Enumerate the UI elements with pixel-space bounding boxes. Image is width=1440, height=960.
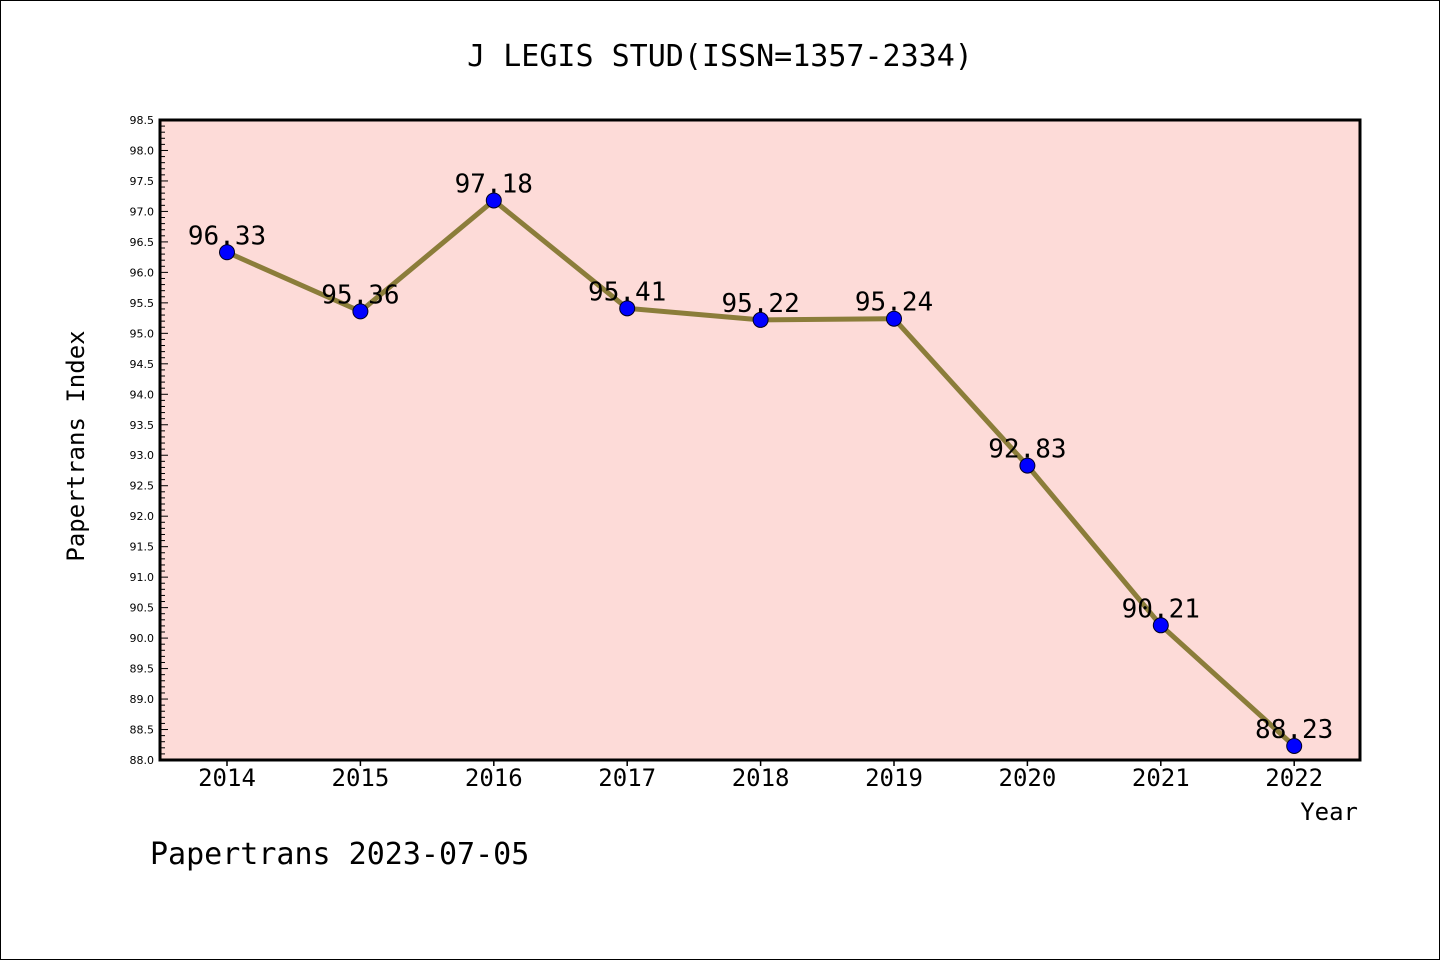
x-axis-ticks: 2014 2015 2016 2017 2018 2019 2020 2021 2022 xyxy=(198,760,1323,792)
x-axis-label: Year xyxy=(1300,798,1358,826)
y-tick-label: 90.0 xyxy=(130,632,155,645)
footer-text: Papertrans 2023-07-05 xyxy=(150,837,529,872)
data-label: 92.83 xyxy=(988,435,1066,465)
y-tick-label: 95.0 xyxy=(130,327,155,340)
x-tick-label: 2018 xyxy=(732,764,790,792)
data-label: 95.22 xyxy=(721,289,799,319)
data-label: 95.41 xyxy=(588,277,666,307)
plot-border xyxy=(158,118,1362,762)
plot-area xyxy=(160,120,1360,760)
data-point xyxy=(352,303,369,320)
chart-title: J LEGIS STUD(ISSN=1357-2334) xyxy=(467,39,973,74)
data-label: 95.24 xyxy=(855,288,933,318)
y-tick-label: 95.5 xyxy=(130,297,155,310)
y-tick-label: 98.0 xyxy=(130,144,155,157)
data-point xyxy=(485,192,502,209)
data-label: 95.36 xyxy=(321,280,399,310)
y-tick-label: 93.5 xyxy=(130,419,155,432)
y-tick-label: 92.0 xyxy=(130,510,155,523)
series-group: 96.33 95.36 97.18 95.41 95.22 95.24 92.83 90.21… xyxy=(188,169,1333,754)
y-tick-label: 91.0 xyxy=(130,571,155,584)
data-point xyxy=(619,300,636,317)
data-point xyxy=(1152,617,1169,634)
data-label: 88.23 xyxy=(1255,715,1333,745)
data-point xyxy=(1286,737,1303,754)
y-tick-label: 97.0 xyxy=(130,205,155,218)
data-label: 97.18 xyxy=(455,169,533,199)
x-tick-label: 2022 xyxy=(1265,764,1323,792)
y-tick-label: 90.5 xyxy=(130,602,155,615)
y-tick-label: 89.0 xyxy=(130,693,155,706)
y-axis-label: Papertrans Index xyxy=(62,330,90,561)
y-tick-label: 91.5 xyxy=(130,541,155,554)
x-tick-label: 2020 xyxy=(999,764,1057,792)
x-tick-label: 2014 xyxy=(198,764,256,792)
data-point xyxy=(219,244,235,261)
x-tick-label: 2017 xyxy=(598,764,656,792)
x-tick-label: 2019 xyxy=(865,764,923,792)
y-tick-label: 93.0 xyxy=(130,449,155,462)
y-tick-label: 89.5 xyxy=(130,663,155,676)
y-tick-label: 88.0 xyxy=(130,754,155,767)
y-tick-label: 94.5 xyxy=(130,358,155,371)
data-point xyxy=(1019,457,1036,474)
y-tick-label: 98.5 xyxy=(130,114,155,127)
x-tick-label: 2015 xyxy=(332,764,390,792)
data-label: 90.21 xyxy=(1122,594,1200,624)
y-tick-label: 92.5 xyxy=(130,480,155,493)
y-tick-label: 94.0 xyxy=(130,388,155,401)
data-point xyxy=(886,310,902,327)
y-tick-label: 97.5 xyxy=(130,175,155,188)
y-tick-label: 88.5 xyxy=(130,724,155,737)
data-label: 96.33 xyxy=(188,221,266,251)
x-tick-label: 2021 xyxy=(1132,764,1190,792)
x-tick-label: 2016 xyxy=(465,764,523,792)
y-tick-label: 96.5 xyxy=(130,236,155,249)
data-point xyxy=(752,311,769,328)
y-tick-label: 96.0 xyxy=(130,266,155,279)
